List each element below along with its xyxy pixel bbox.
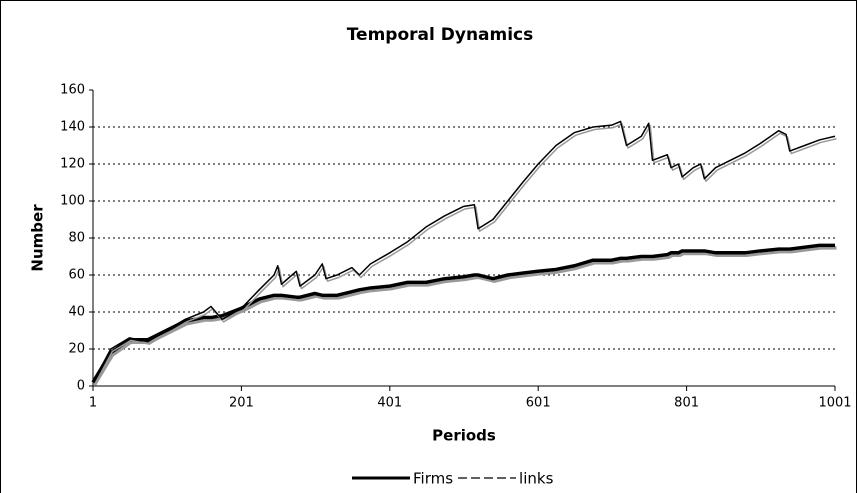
y-axis-label: Number: [29, 204, 47, 272]
x-tick-label: 1: [89, 396, 97, 411]
y-tick-label: 60: [68, 268, 85, 283]
y-tick-label: 100: [60, 194, 85, 209]
legend-label: links: [519, 470, 554, 488]
x-axis-label: Periods: [432, 427, 496, 445]
chart-title: Temporal Dynamics: [347, 25, 534, 45]
series-line: [91, 243, 835, 384]
y-tick-label: 40: [68, 305, 85, 320]
y-tick-label: 160: [60, 83, 85, 98]
series-line: [92, 120, 836, 383]
x-tick-label: 601: [526, 396, 551, 411]
x-tick-label: 801: [674, 396, 699, 411]
y-tick-label: 120: [60, 157, 85, 172]
x-tick-label: 401: [377, 396, 402, 411]
legend-label: Firms: [413, 470, 453, 488]
x-tick-label: 1001: [818, 396, 851, 411]
x-tick-label: 201: [229, 396, 254, 411]
y-tick-label: 20: [68, 342, 85, 357]
y-tick-label: 80: [68, 231, 85, 246]
y-tick-label: 0: [77, 379, 85, 394]
y-tick-label: 140: [60, 120, 85, 135]
